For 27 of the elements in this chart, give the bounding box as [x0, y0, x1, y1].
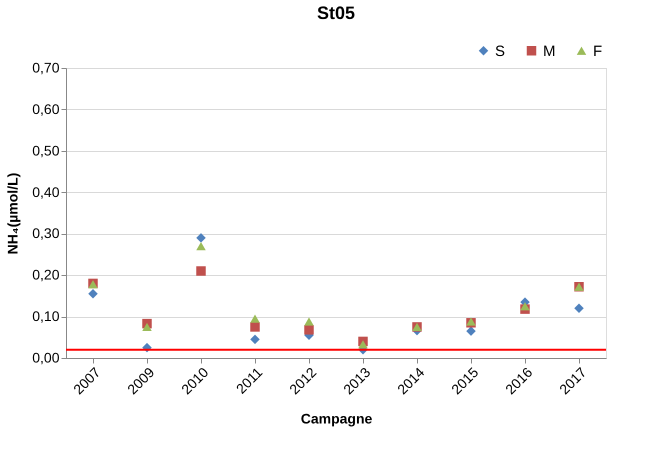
point — [196, 242, 206, 250]
point — [250, 334, 260, 344]
y-axis-title: NH₄(µmol/L) — [4, 172, 20, 254]
y-tick-label: 0,40 — [32, 184, 60, 200]
point — [304, 325, 314, 335]
x-axis-title: Campagne — [300, 410, 372, 426]
y-tick-label: 0,10 — [32, 308, 60, 324]
point — [196, 233, 206, 243]
point — [304, 317, 314, 326]
y-tick-label: 0,70 — [32, 60, 60, 76]
point — [142, 322, 152, 332]
chart-title: St05 — [316, 3, 356, 23]
point — [520, 302, 530, 310]
y-tick-label: 0,20 — [32, 266, 60, 283]
legend-label: F — [593, 42, 602, 60]
point — [88, 289, 98, 299]
point — [250, 314, 260, 323]
legend-label: S — [495, 42, 506, 60]
point — [574, 304, 584, 314]
y-tick-label: 0,60 — [32, 100, 60, 117]
y-tick-label: 0,30 — [32, 225, 60, 242]
point — [466, 326, 476, 336]
y-tick-label: 0,50 — [32, 142, 60, 158]
point — [196, 266, 206, 276]
y-tick-label: 0,00 — [32, 350, 60, 366]
point — [358, 340, 368, 348]
legend-label: M — [543, 42, 556, 60]
